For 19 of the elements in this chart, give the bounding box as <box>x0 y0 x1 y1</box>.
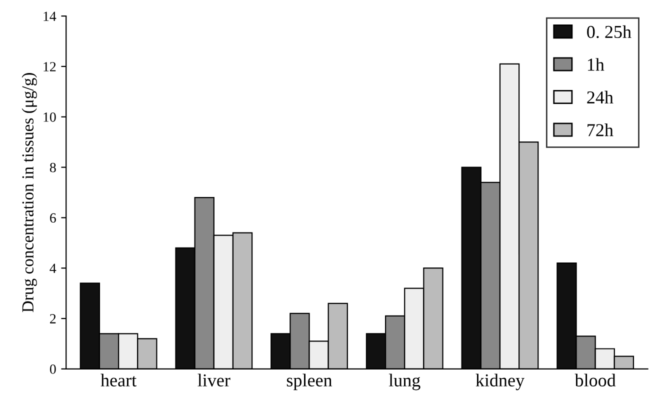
x-tick-label: blood <box>574 374 616 386</box>
legend-label: 0. 25h <box>587 25 632 38</box>
x-tick-label: liver <box>198 374 230 386</box>
y-tick-label: 12 <box>44 62 56 72</box>
y-axis-title: Drug concentration in tissues (μg/g) <box>22 73 37 312</box>
y-tick-label: 8 <box>50 162 56 172</box>
x-tick-label: spleen <box>286 374 332 390</box>
legend-label: 72h <box>588 124 614 136</box>
x-tick-label: lung <box>388 374 420 390</box>
x-tick-label: heart <box>100 374 136 386</box>
y-tick-label: 10 <box>44 112 56 122</box>
y-tick-label: 0 <box>50 364 56 374</box>
y-tick-label: 6 <box>50 213 56 223</box>
y-tick-label: 14 <box>44 12 56 21</box>
y-tick-label: 4 <box>50 264 56 273</box>
legend-label: 1h <box>588 58 604 71</box>
y-tick-label: 2 <box>50 314 56 324</box>
legend-label: 24h <box>587 90 614 104</box>
x-tick-label: kidney <box>476 374 524 390</box>
